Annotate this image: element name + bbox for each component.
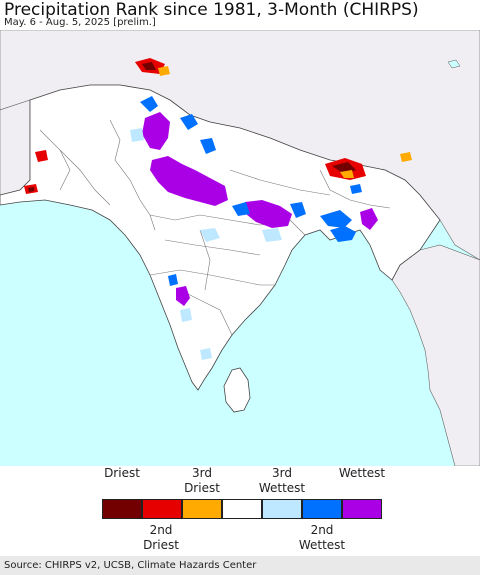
- legend-label-3rd-wettest: 3rd Wettest: [258, 466, 306, 495]
- source-footer: Source: CHIRPS v2, UCSB, Climate Hazards…: [0, 556, 480, 575]
- third-wettest-areas: [130, 128, 282, 360]
- outside-land-west: [0, 99, 31, 196]
- legend: Driest 3rd Driest 3rd Wettest Wettest 2n…: [0, 466, 480, 556]
- legend-label-3rd-driest: 3rd Driest: [184, 466, 220, 495]
- page-title: Precipitation Rank since 1981, 3-Month (…: [4, 0, 419, 20]
- legend-swatch-2nd-wettest: [302, 499, 342, 519]
- dry-areas: [24, 58, 412, 194]
- legend-swatch-3rd-wettest: [262, 499, 302, 519]
- legend-swatch-3rd-driest: [182, 499, 222, 519]
- bangladesh-coast: [330, 226, 356, 242]
- precipitation-rank-map: [0, 30, 480, 466]
- legend-swatch-normal: [222, 499, 262, 519]
- legend-swatch-driest: [102, 499, 142, 519]
- sri-lanka: [223, 367, 251, 413]
- legend-swatch-2nd-driest: [142, 499, 182, 519]
- wettest-areas: [142, 112, 378, 306]
- legend-label-2nd-wettest: 2nd Wettest: [298, 523, 346, 552]
- second-wettest-areas: [140, 96, 362, 286]
- legend-label-driest: Driest: [104, 466, 140, 480]
- legend-swatch-wettest: [342, 499, 382, 519]
- page-subtitle: May. 6 - Aug. 5, 2025 [prelim.]: [4, 17, 156, 28]
- lake: [447, 59, 461, 69]
- legend-label-wettest: Wettest: [338, 466, 386, 480]
- legend-label-2nd-driest: 2nd Driest: [143, 523, 179, 552]
